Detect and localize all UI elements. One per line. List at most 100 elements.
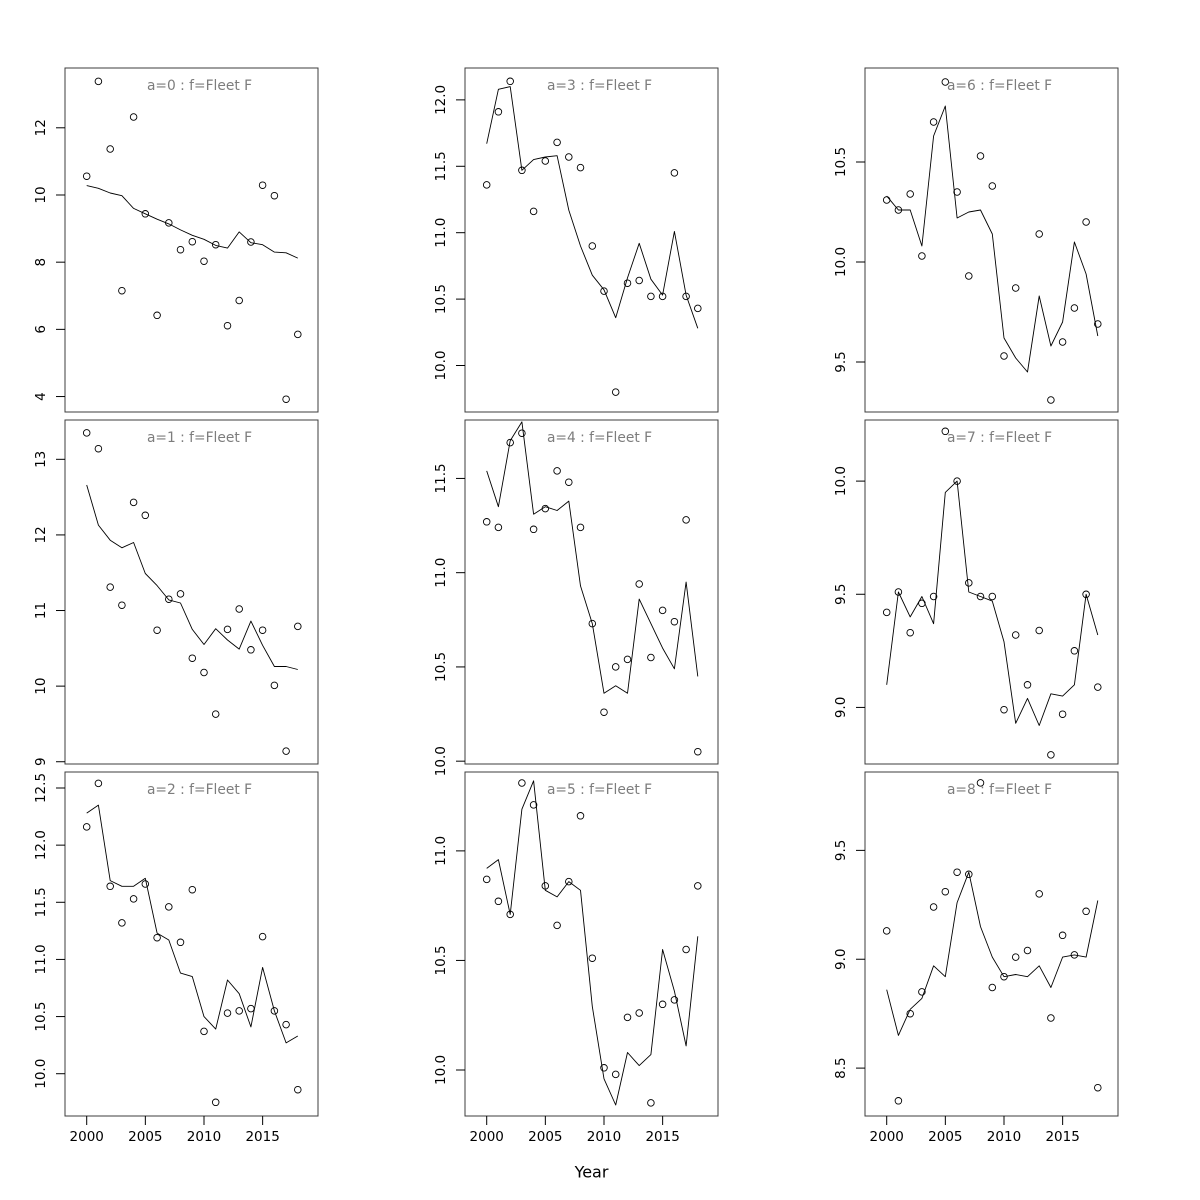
data-point — [670, 996, 679, 1004]
x-tick-label: 2015 — [1045, 1129, 1079, 1145]
data-point — [1035, 890, 1043, 898]
y-tick-label: 12 — [33, 119, 49, 136]
data-point — [565, 153, 573, 161]
data-point — [953, 868, 961, 876]
data-point — [188, 885, 197, 894]
data-point — [482, 875, 491, 884]
data-point — [658, 292, 667, 301]
data-point — [529, 801, 538, 809]
panel-box — [464, 67, 719, 413]
data-point — [1058, 338, 1067, 346]
data-point — [882, 196, 891, 204]
data-point — [635, 276, 643, 285]
data-point — [141, 880, 150, 888]
data-point — [482, 518, 491, 526]
data-point — [129, 113, 138, 121]
data-point — [153, 626, 161, 634]
data-point — [258, 181, 267, 189]
data-point — [223, 625, 232, 634]
data-point — [976, 779, 985, 787]
data-point — [576, 523, 585, 532]
data-point — [1011, 284, 1020, 292]
data-point — [529, 207, 538, 216]
y-tick-label: 11 — [33, 602, 49, 619]
data-point — [941, 887, 950, 896]
panel-box — [464, 771, 719, 1117]
data-point — [623, 655, 632, 664]
data-point — [235, 296, 243, 305]
data-point — [965, 579, 973, 587]
data-point — [882, 608, 891, 617]
data-point — [247, 646, 255, 654]
data-point — [553, 467, 561, 475]
data-point — [506, 438, 514, 447]
data-point — [518, 166, 526, 175]
x-tick-label: 2010 — [187, 1129, 221, 1145]
data-point — [635, 580, 643, 588]
data-point — [1082, 218, 1090, 226]
data-point — [211, 1098, 220, 1107]
panel-box — [464, 419, 719, 765]
y-tick-label: 12.0 — [33, 830, 49, 860]
data-point — [1070, 647, 1079, 655]
data-point — [94, 444, 103, 453]
data-point — [294, 1085, 302, 1094]
data-point — [611, 388, 620, 396]
data-point — [541, 882, 550, 890]
data-point — [506, 910, 514, 919]
data-point — [588, 619, 597, 628]
x-tick-label: 2015 — [645, 1129, 679, 1145]
data-point — [588, 954, 597, 962]
data-point — [694, 304, 702, 313]
data-point — [894, 1097, 903, 1105]
data-point — [670, 617, 679, 626]
data-point — [141, 511, 150, 520]
panel-a1: 9 10 11 12 13 a=1 : f=Fleet F — [33, 419, 319, 766]
data-point — [258, 626, 267, 634]
panel-box — [864, 419, 1119, 765]
data-point — [623, 279, 632, 287]
data-point — [976, 152, 985, 160]
data-point — [200, 257, 208, 265]
x-tick-label: 2000 — [470, 1129, 504, 1145]
data-point — [506, 77, 514, 86]
data-point — [953, 188, 961, 196]
y-tick-label: 10.0 — [433, 1055, 449, 1085]
data-point — [1000, 705, 1008, 714]
data-point — [623, 1013, 632, 1022]
data-point — [94, 779, 103, 788]
data-point — [1058, 931, 1067, 940]
x-axis-title: Year — [574, 1163, 609, 1182]
data-point — [153, 933, 161, 942]
trend-line — [886, 105, 1099, 373]
data-point — [1058, 710, 1067, 718]
data-point — [941, 78, 950, 86]
panel-a7: 9.0 9.5 10.0 a=7 : f=Fleet F — [833, 419, 1119, 765]
data-point — [494, 897, 503, 906]
trend-line — [86, 484, 298, 670]
data-point — [129, 498, 138, 507]
data-point — [965, 272, 973, 280]
data-point — [129, 895, 138, 903]
data-point — [1011, 631, 1020, 639]
y-tick-label: 10.5 — [433, 652, 449, 682]
data-point — [494, 523, 503, 532]
data-point — [188, 654, 197, 662]
data-point — [600, 287, 608, 295]
trend-line — [886, 871, 1099, 1036]
data-point — [565, 478, 573, 486]
panel-a2: 10.0 10.5 11.0 11.5 12.0 12.5 2000 2005 2010 2015… — [33, 771, 319, 1145]
y-tick-label: 9.5 — [833, 840, 849, 861]
data-point — [694, 882, 702, 890]
data-point — [565, 877, 573, 886]
y-tick-label: 12 — [33, 526, 49, 543]
panel-title: a=0 : f=Fleet F — [147, 78, 252, 94]
y-tick-label: 10.5 — [433, 284, 449, 314]
data-point — [1047, 751, 1055, 759]
data-point — [247, 238, 255, 246]
data-point — [494, 108, 503, 116]
data-point — [200, 668, 208, 677]
y-tick-label: 9.5 — [833, 351, 849, 372]
data-point — [1070, 304, 1079, 312]
